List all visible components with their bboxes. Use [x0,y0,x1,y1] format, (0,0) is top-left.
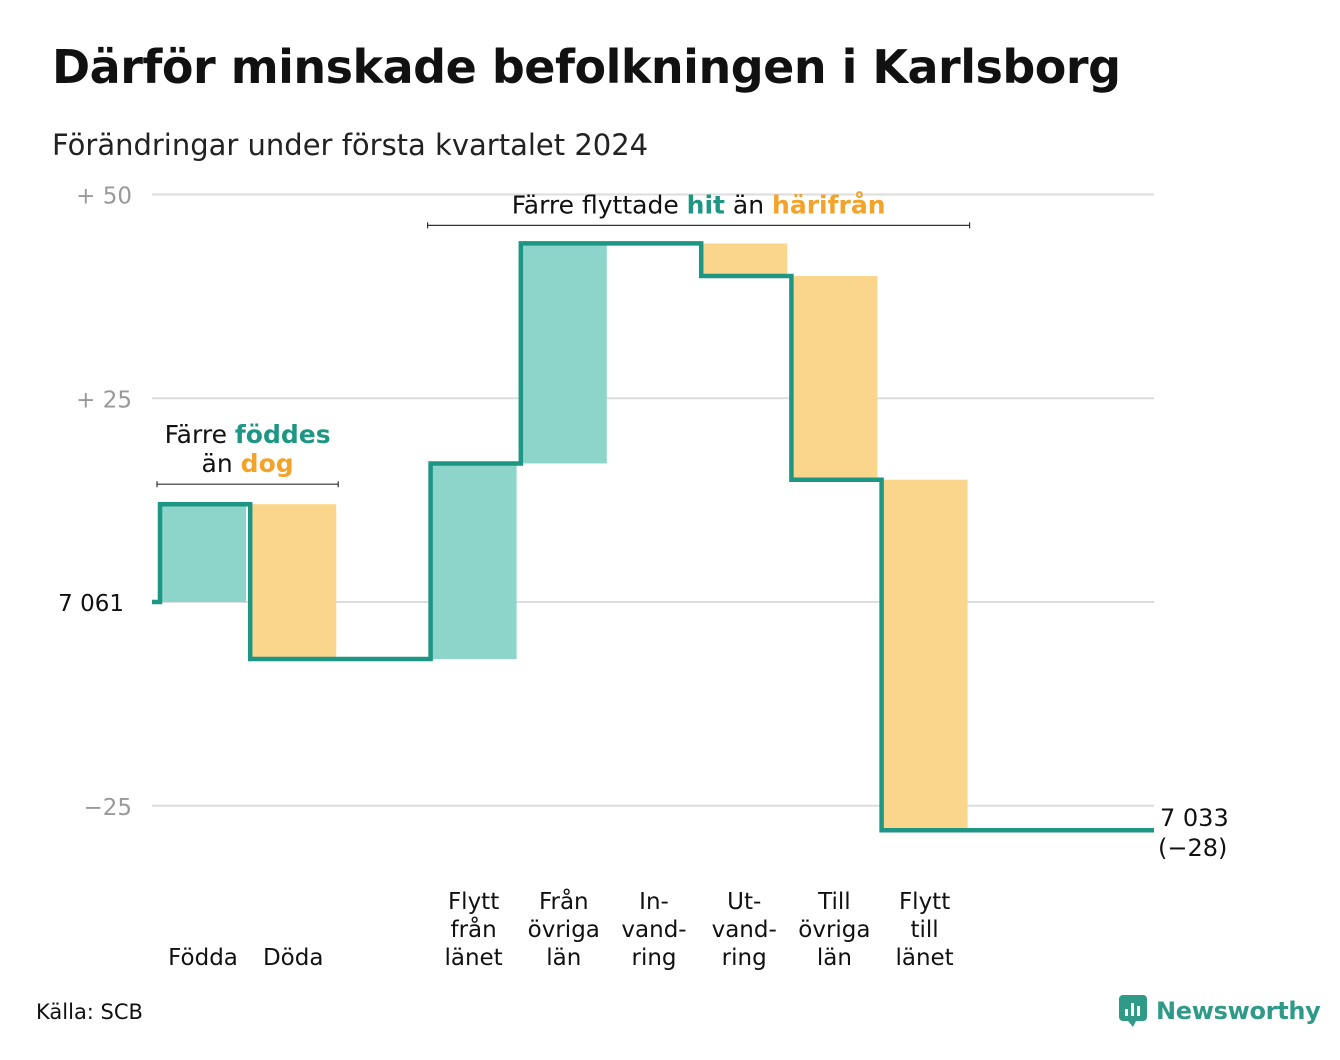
category-label: länet [444,945,502,971]
category-label: Födda [168,945,238,971]
category-label: övriga [798,917,870,943]
category-label: In- [639,889,669,915]
annotation-span: Färre flyttade [512,190,687,219]
annotation-text: Färre flyttade hit än härifrån [512,190,886,219]
category-label: län [546,945,581,971]
category-label: vand- [621,917,686,943]
category-label: Döda [263,945,323,971]
category-label: från [450,915,496,943]
category-label: Från [539,887,589,915]
category-label: ring [631,945,676,971]
decrease-bar [791,276,878,480]
decrease-bar [250,504,337,660]
bar-layer [160,243,968,831]
annotation-bracket [156,481,339,488]
end-value-label: 7 033 [1160,804,1229,832]
line-layer [152,241,1154,833]
annotation-span: föddes [235,420,331,449]
y-tick-label: −25 [83,795,132,821]
increase-bar [520,243,607,464]
decrease-bar [881,479,968,831]
annotation-text: Färre föddes [165,420,331,449]
category-label: Flytt [899,889,950,915]
source-note: Källa: SCB [36,1000,143,1024]
category-label: länet [895,945,953,971]
annotation-span: härifrån [772,190,885,219]
grid-layer: + 50 + 25 −25 7 061 [58,184,1154,821]
category-label: till [910,917,938,943]
cumulative-step-line [152,241,1154,833]
category-label: Till [817,889,851,915]
annotation-bracket [427,222,971,229]
label-layer: 7 033(−28)Födda DödaFlyttfrånlänetFrånövr… [168,804,1229,971]
decrease-bar [701,243,788,276]
newsworthy-logo-icon [1119,995,1147,1027]
y-tick-label: + 25 [76,387,132,413]
brand-name: Newsworthy [1156,997,1321,1025]
annotation-span: Färre [165,420,235,449]
increase-bar [430,463,517,660]
annotation-span: än [202,449,241,478]
brand-logo: Newsworthy [1118,994,1321,1028]
y-tick-label: + 50 [76,184,132,210]
category-label: Flytt [448,889,499,915]
category-label: län [817,945,852,971]
annotation-span: dog [241,449,294,478]
chart-title: Därför minskade befolkningen i Karlsborg [52,40,1121,94]
end-change-label: (−28) [1158,834,1227,862]
category-label: övriga [528,917,600,943]
increase-bar [160,504,246,602]
start-value-label: 7 061 [58,591,124,617]
annotation-text: än dog [202,449,294,478]
annotation-span: än [725,190,772,219]
chart-subtitle: Förändringar under första kvartalet 2024 [52,128,649,162]
category-label: Ut- [727,889,761,915]
annotation-span: hit [687,190,725,219]
category-label: vand- [712,917,777,943]
category-label: ring [722,945,767,971]
